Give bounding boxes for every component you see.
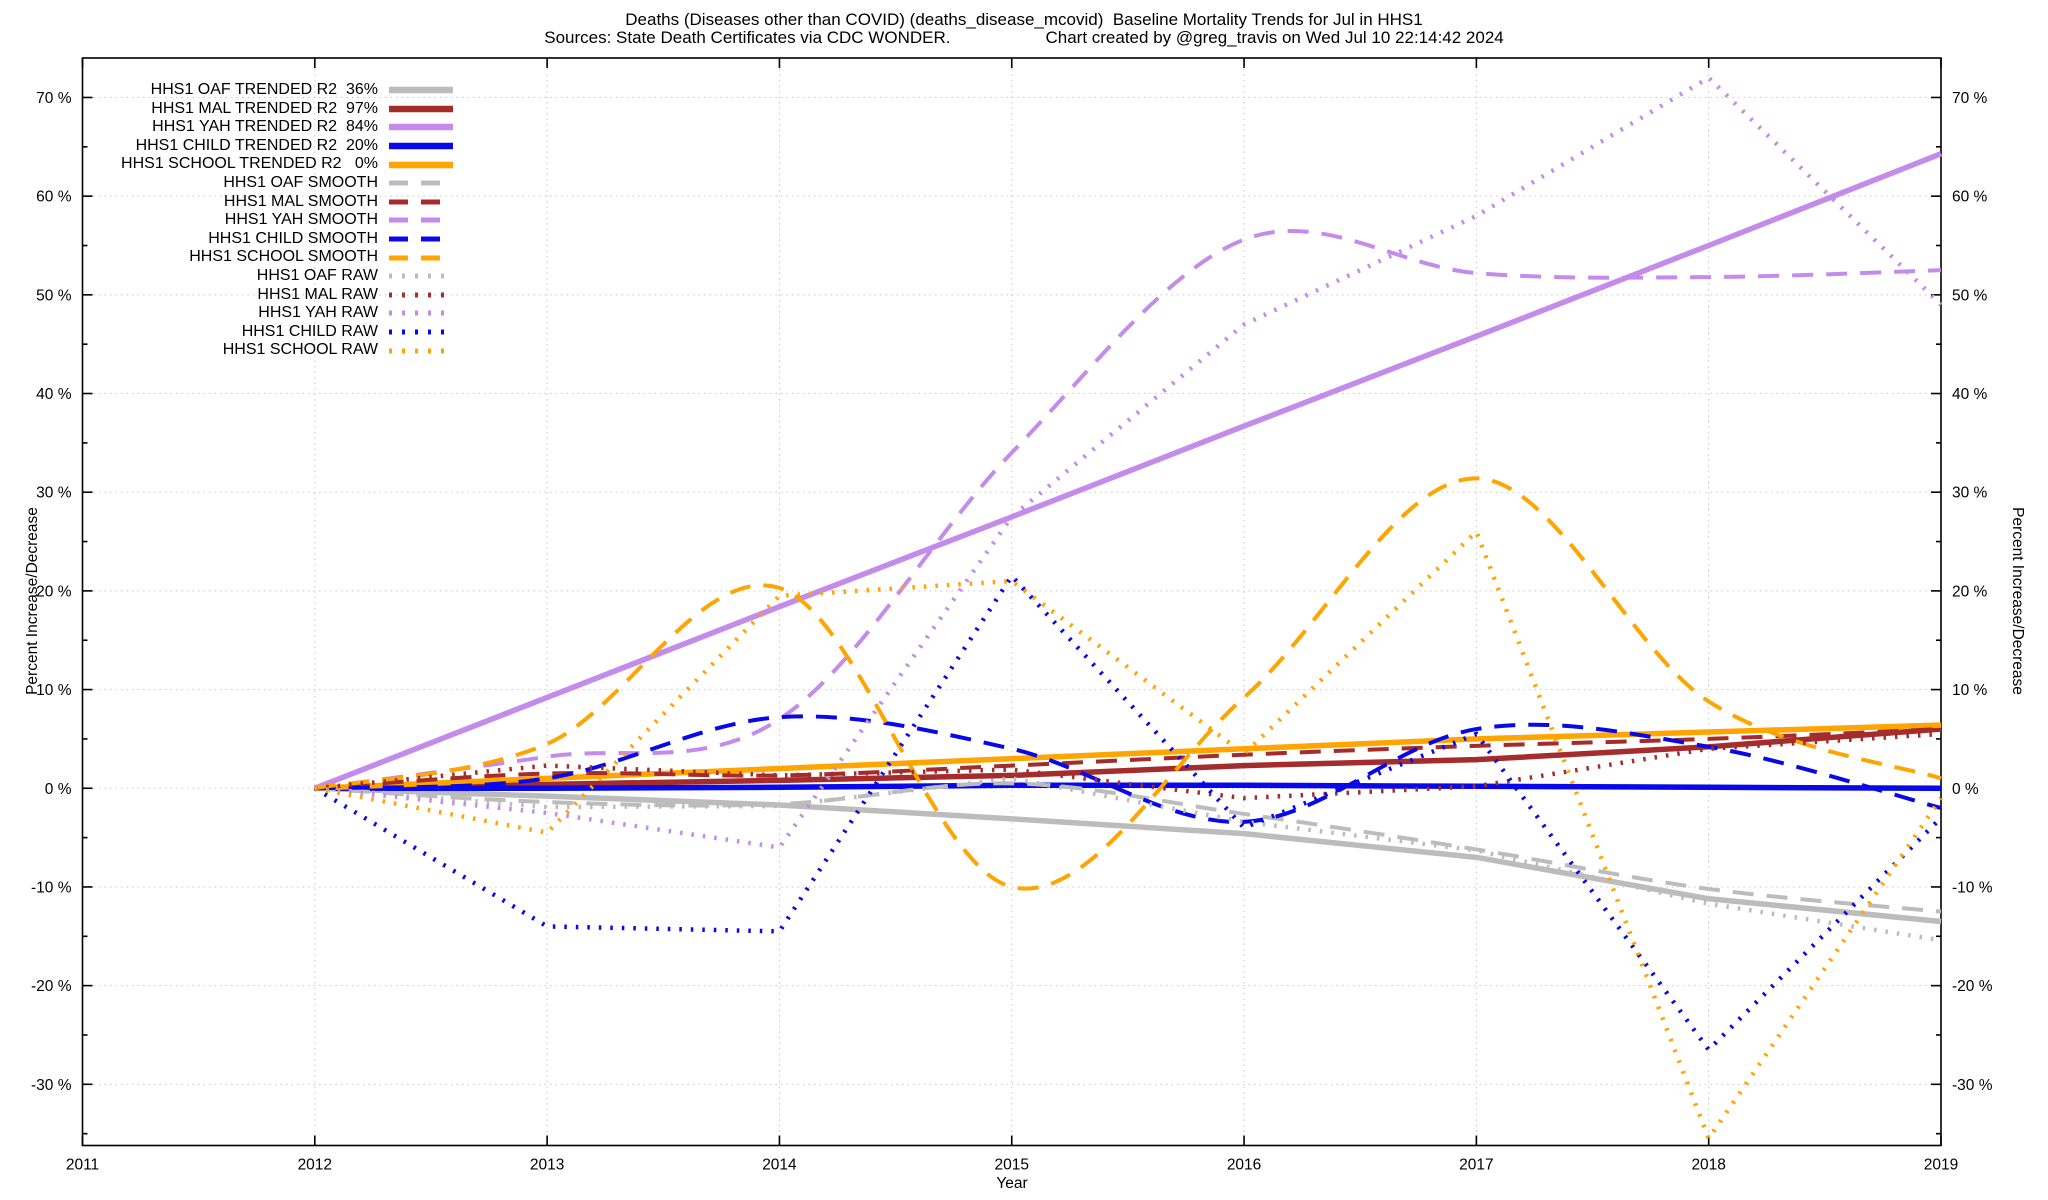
- x-tick-label: 2014: [762, 1157, 797, 1174]
- legend-label: HHS1 OAF SMOOTH: [223, 173, 378, 191]
- legend-swatch-smooth-line: [389, 255, 453, 261]
- legend-item-yah-trended: HHS1 YAH TRENDED R2 84%: [70, 118, 454, 137]
- legend-swatch-raw-line: [389, 310, 453, 316]
- legend-item-child-smooth: HHS1 CHILD SMOOTH: [70, 230, 454, 249]
- series-yah-trended: [313, 151, 1943, 791]
- y-tick-label-right: 20 %: [1952, 583, 1988, 600]
- series-school-smooth: [314, 476, 1942, 891]
- chart-title: Deaths (Diseases other than COVID) (deat…: [625, 10, 1423, 29]
- legend-swatch-raw-line: [389, 348, 453, 354]
- x-axis-label: Year: [996, 1175, 1028, 1192]
- legend-item-yah-smooth: HHS1 YAH SMOOTH: [70, 211, 454, 230]
- y-tick-label-left: 30 %: [36, 485, 72, 502]
- legend-label: HHS1 MAL RAW: [257, 285, 378, 303]
- series-child-raw: [313, 572, 1943, 1054]
- legend-swatch-trended-line: [389, 142, 453, 150]
- legend-label: HHS1 YAH TRENDED R2 84%: [152, 118, 378, 136]
- legend-swatch-smooth-line: [389, 199, 453, 205]
- legend-label: HHS1 CHILD SMOOTH: [208, 229, 378, 247]
- y-tick-label-left: -10 %: [31, 879, 72, 896]
- legend-item-school-trended: HHS1 SCHOOL TRENDED R2 0%: [70, 155, 454, 174]
- legend-swatch-smooth-line: [389, 217, 453, 223]
- y-tick-label-right: 30 %: [1952, 485, 1988, 502]
- y-tick-label-right: 60 %: [1952, 189, 1988, 206]
- legend-item-oaf-trended: HHS1 OAF TRENDED R2 36%: [70, 81, 454, 100]
- series-oaf-smooth: [314, 781, 1942, 914]
- series-mal-trended: [314, 726, 1942, 792]
- legend-swatch-trended-line: [389, 161, 453, 168]
- series-school-raw: [314, 527, 1943, 1144]
- x-tick-label: 2016: [1227, 1157, 1261, 1174]
- y-tick-label-right: 40 %: [1952, 386, 1988, 403]
- legend-label: HHS1 YAH SMOOTH: [224, 211, 378, 229]
- y-tick-label-left: 70 %: [36, 90, 72, 107]
- legend-label: HHS1 MAL TRENDED R2 97%: [151, 99, 378, 117]
- x-tick-label: 2013: [530, 1157, 564, 1174]
- legend-swatch-trended-line: [389, 87, 453, 94]
- y-tick-label-left: 0 %: [45, 781, 72, 798]
- legend-item-mal-raw: HHS1 MAL RAW: [70, 286, 454, 305]
- y-tick-label-left: 60 %: [36, 189, 72, 206]
- legend: HHS1 OAF TRENDED R2 36% HHS1 MAL TRENDED …: [70, 81, 454, 360]
- x-tick-label: 2012: [298, 1157, 332, 1174]
- series-oaf-raw: [314, 776, 1942, 943]
- legend-label: HHS1 SCHOOL SMOOTH: [189, 248, 378, 266]
- y-tick-label-left: 10 %: [36, 682, 72, 699]
- legend-swatch-raw-line: [389, 292, 453, 298]
- y-tick-label-right: 50 %: [1952, 287, 1988, 304]
- legend-swatch-raw-line: [389, 273, 453, 279]
- legend-item-yah-raw: HHS1 YAH RAW: [70, 304, 454, 323]
- y-tick-label-right: 70 %: [1952, 90, 1988, 107]
- legend-swatch-smooth-line: [389, 180, 453, 186]
- y-tick-label-left: 50 %: [36, 287, 72, 304]
- y-tick-label-right: -10 %: [1952, 879, 1993, 896]
- chart-credit: Chart created by @greg_travis on Wed Jul…: [1045, 28, 1504, 47]
- y-tick-label-left: -30 %: [31, 1077, 72, 1094]
- y-tick-label-left: 20 %: [36, 583, 72, 600]
- chart-subtitle: Sources: State Death Certificates via CD…: [0, 28, 2048, 48]
- plot-border: [81, 57, 1942, 1147]
- y-tick-label-left: 40 %: [36, 386, 72, 403]
- legend-item-mal-smooth: HHS1 MAL SMOOTH: [70, 193, 454, 212]
- legend-item-child-raw: HHS1 CHILD RAW: [70, 323, 454, 342]
- series-yah-smooth: [314, 229, 1942, 791]
- legend-item-school-raw: HHS1 SCHOOL RAW: [70, 341, 454, 360]
- x-tick-label: 2017: [1459, 1157, 1493, 1174]
- legend-swatch-trended-line: [389, 124, 453, 131]
- series-school-trended: [314, 722, 1942, 792]
- legend-item-school-smooth: HHS1 SCHOOL SMOOTH: [70, 248, 454, 267]
- y-tick-label-right: 10 %: [1952, 682, 1988, 699]
- legend-swatch-smooth-line: [389, 236, 453, 242]
- chart-sources: Sources: State Death Certificates via CD…: [544, 28, 951, 47]
- legend-label: HHS1 CHILD RAW: [241, 322, 378, 340]
- x-tick-label: 2011: [66, 1157, 99, 1174]
- legend-item-mal-trended: HHS1 MAL TRENDED R2 97%: [70, 100, 454, 119]
- legend-label: HHS1 MAL SMOOTH: [223, 192, 378, 210]
- series-oaf-trended: [314, 785, 1942, 925]
- series-child-trended: [314, 782, 1942, 792]
- x-tick-label: 2019: [1924, 1157, 1958, 1174]
- legend-label: HHS1 CHILD TRENDED R2 20%: [135, 136, 378, 154]
- legend-label: HHS1 OAF TRENDED R2 36%: [150, 81, 378, 98]
- x-tick-label: 2018: [1691, 1157, 1725, 1174]
- legend-item-child-trended: HHS1 CHILD TRENDED R2 20%: [70, 137, 454, 156]
- legend-label: HHS1 OAF RAW: [256, 266, 378, 284]
- legend-swatch-trended-line: [389, 105, 453, 113]
- legend-item-oaf-smooth: HHS1 OAF SMOOTH: [70, 174, 454, 193]
- y-tick-label-right: -20 %: [1952, 978, 1993, 995]
- legend-item-oaf-raw: HHS1 OAF RAW: [70, 267, 454, 286]
- legend-label: HHS1 SCHOOL RAW: [222, 341, 378, 359]
- x-tick-label: 2015: [995, 1157, 1029, 1174]
- legend-label: HHS1 YAH RAW: [258, 304, 378, 322]
- y-tick-label-right: -30 %: [1952, 1077, 1993, 1094]
- legend-swatch-raw-line: [389, 329, 453, 335]
- series-child-smooth: [314, 714, 1942, 824]
- y-tick-label-left: -20 %: [31, 978, 72, 995]
- legend-label: HHS1 SCHOOL TRENDED R2 0%: [121, 155, 378, 173]
- y-tick-label-right: 0 %: [1952, 781, 1979, 798]
